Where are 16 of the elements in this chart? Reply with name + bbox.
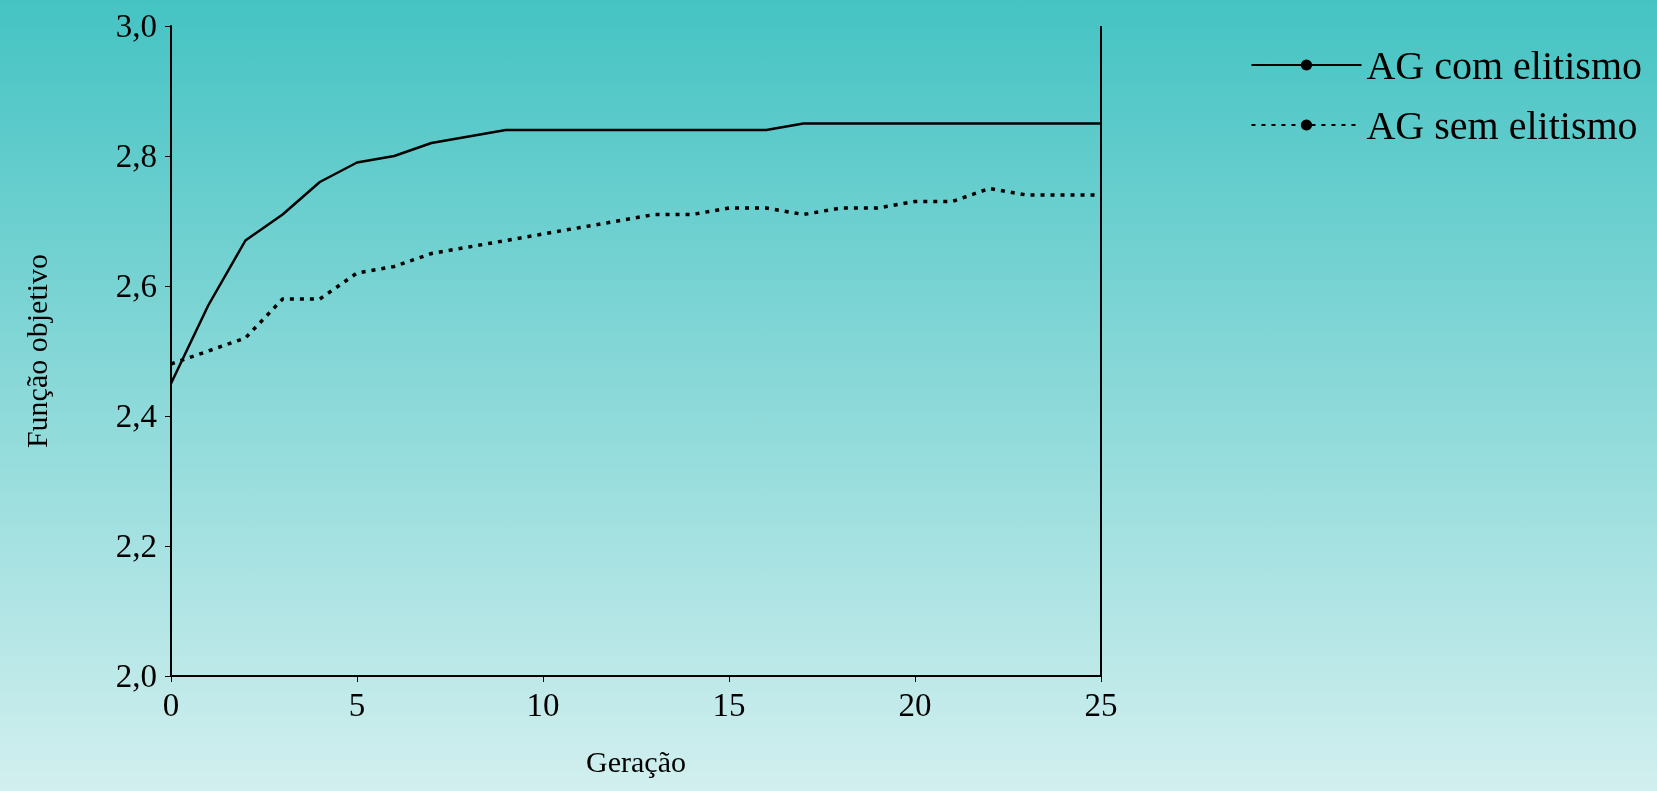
- x-tick-label: 25: [1084, 686, 1118, 723]
- y-tick-label: 2,2: [115, 528, 157, 564]
- x-tick-label: 10: [526, 686, 560, 723]
- y-tick-label: 2,6: [115, 268, 157, 304]
- y-axis-title: Função objetivo: [19, 253, 53, 449]
- x-tick-label: 20: [898, 686, 932, 723]
- y-tick-label: 2,0: [115, 658, 157, 694]
- x-tick-label: 15: [712, 686, 746, 723]
- y-tick-label: 2,8: [115, 138, 157, 174]
- x-tick-label: 5: [348, 686, 366, 723]
- y-tick-label: 2,4: [115, 398, 157, 434]
- x-tick-label: 0: [162, 686, 180, 723]
- y-tick-label: 3,0: [115, 8, 157, 44]
- legend-label: AG sem elitismo: [1366, 102, 1638, 148]
- legend-label: AG com elitismo: [1366, 42, 1642, 88]
- x-axis-title: Geração: [586, 744, 686, 778]
